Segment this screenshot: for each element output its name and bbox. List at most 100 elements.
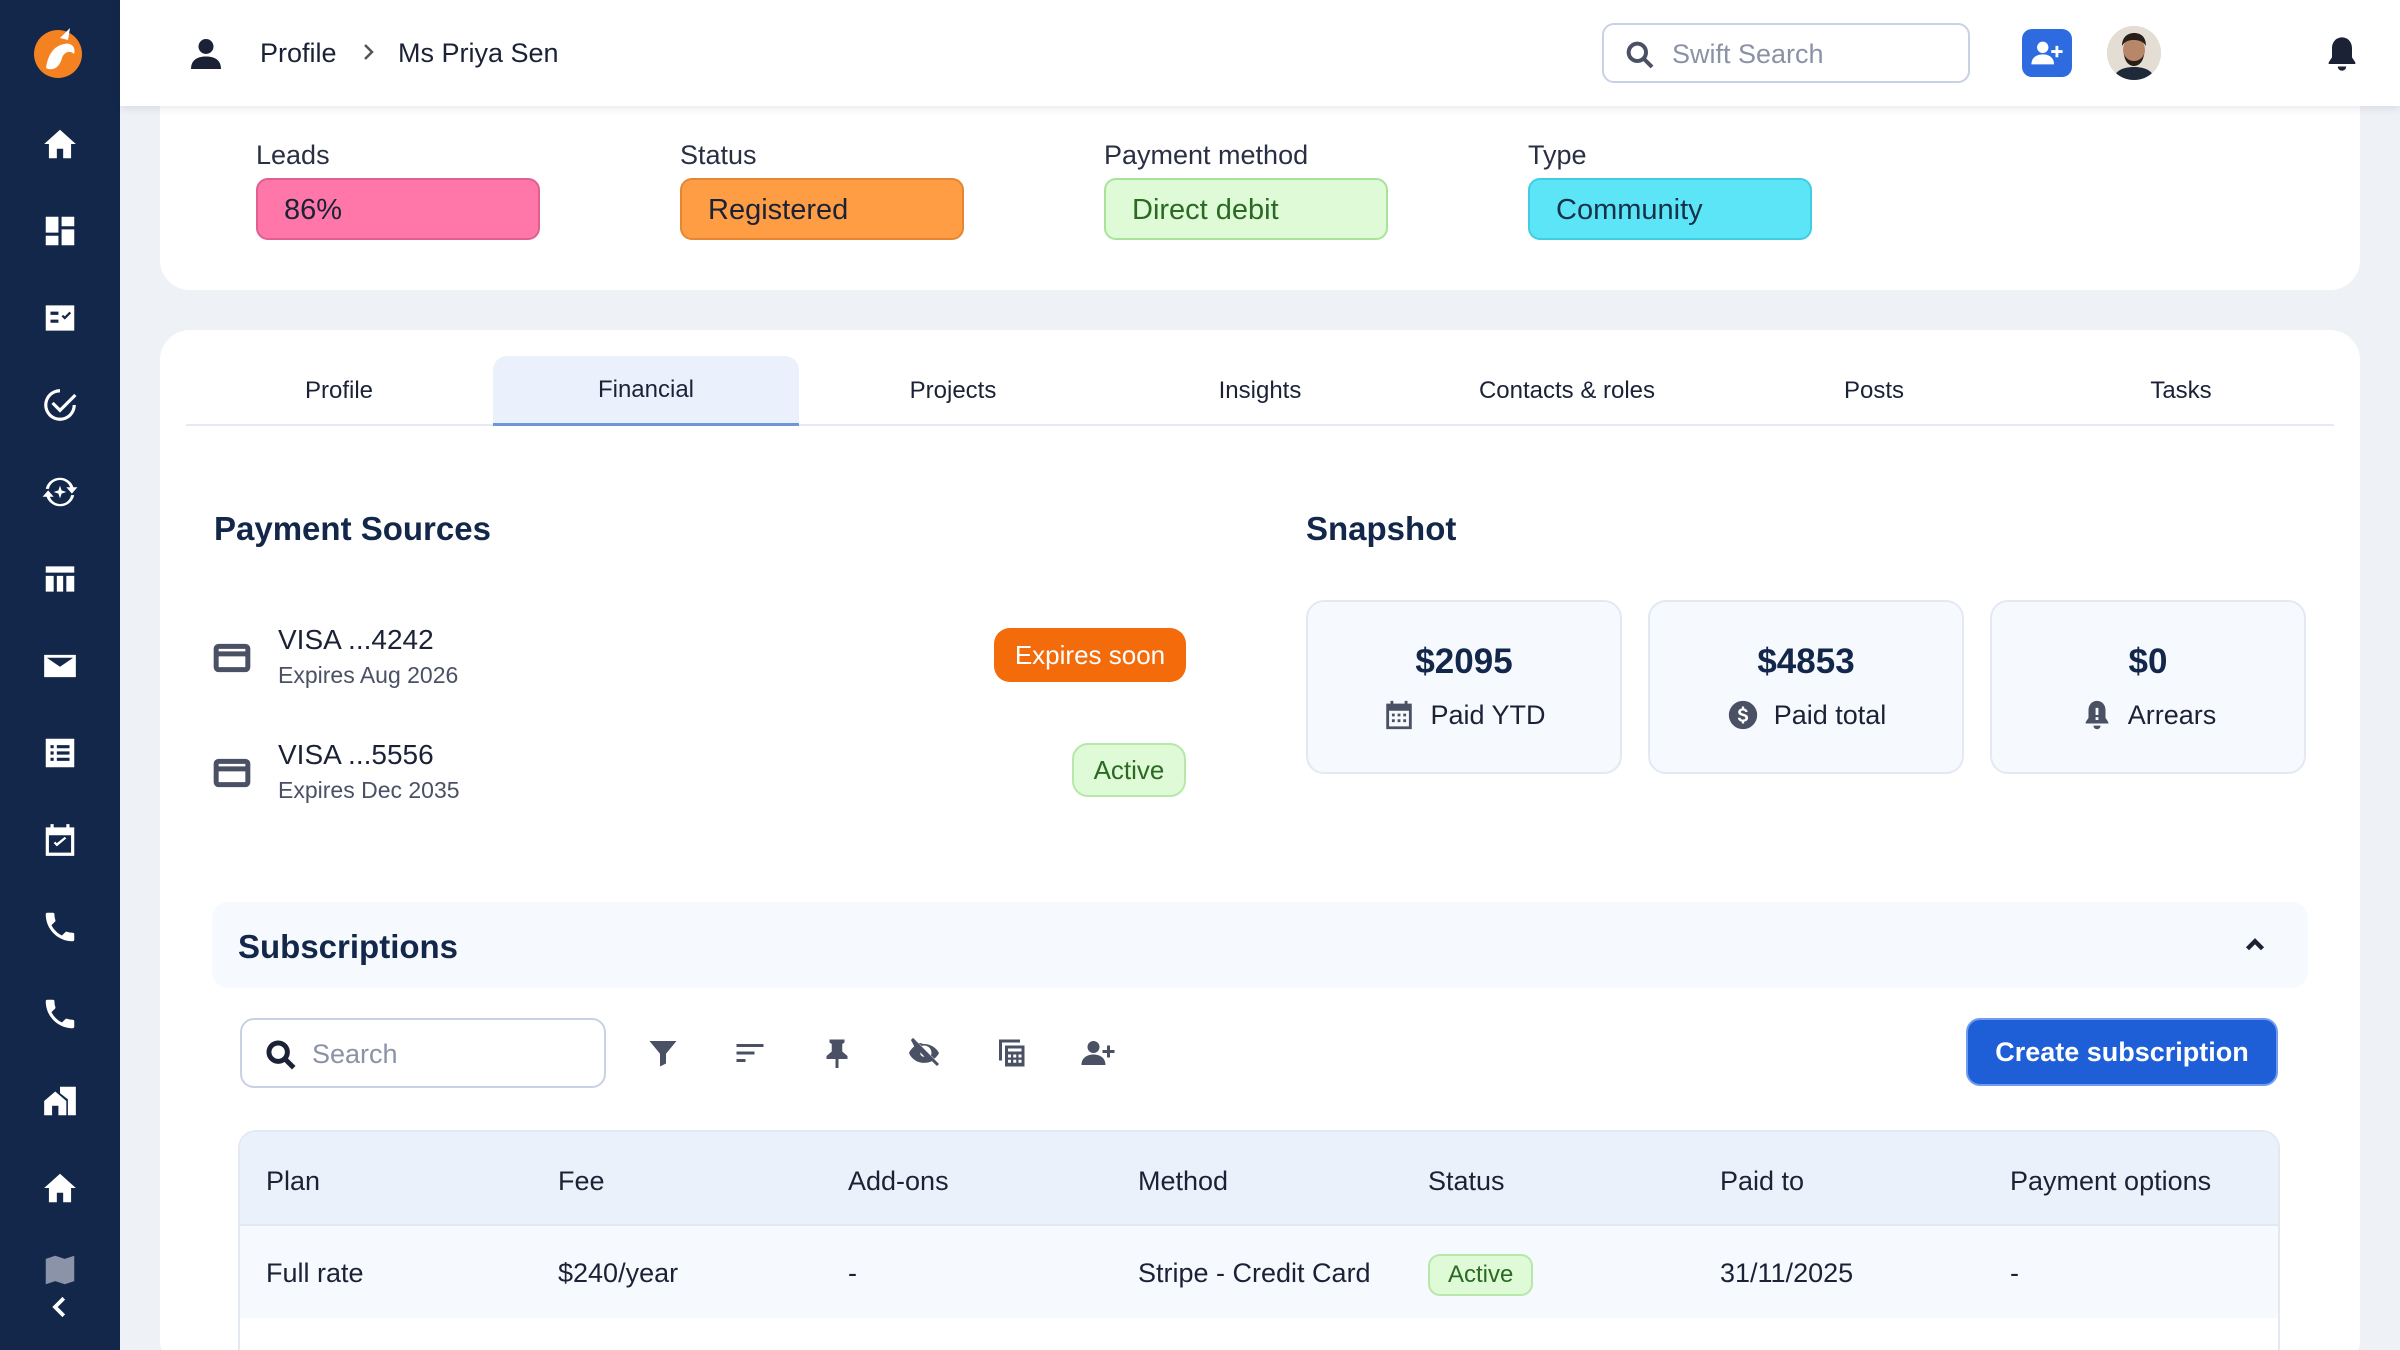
table-header: Plan Fee Add-ons Method Status Paid to P… xyxy=(240,1132,2278,1224)
column-header[interactable]: Status xyxy=(1428,1166,1505,1196)
payment-source-row[interactable]: VISA ...5556 Expires Dec 2035 Active xyxy=(212,739,1212,819)
cell-paid-to: 31/11/2025 xyxy=(1720,1258,1854,1288)
leads-label: Leads xyxy=(256,140,330,170)
filter-icon[interactable] xyxy=(640,1030,686,1076)
snapshot-value: $2095 xyxy=(1415,642,1513,681)
check-circle-icon[interactable] xyxy=(35,380,85,430)
snapshot-title: Snapshot xyxy=(1306,510,1457,547)
subscriptions-header[interactable]: Subscriptions xyxy=(212,902,2308,988)
card-expiry: Expires Aug 2026 xyxy=(278,662,459,688)
swift-search[interactable] xyxy=(1602,23,1970,83)
swift-search-input[interactable] xyxy=(1672,35,1952,73)
cell-plan: Full rate xyxy=(266,1258,364,1288)
cell-addons: - xyxy=(848,1258,857,1288)
search-icon xyxy=(266,1040,296,1070)
tab-insights[interactable]: Insights xyxy=(1218,377,1302,404)
avatar[interactable] xyxy=(2107,26,2161,80)
pin-icon[interactable] xyxy=(814,1030,860,1076)
person-add-icon xyxy=(2031,41,2063,65)
expires-soon-badge: Expires soon xyxy=(994,628,1186,682)
bell-alert-icon xyxy=(2085,700,2109,730)
buildings-icon[interactable] xyxy=(35,1076,85,1126)
collapse-sidebar-icon[interactable] xyxy=(45,1292,75,1322)
financial-card: Profile Financial Projects Insights Cont… xyxy=(160,330,2360,1350)
cell-fee: $240/year xyxy=(558,1258,679,1288)
tab-contacts-roles[interactable]: Contacts & roles xyxy=(1478,377,1656,404)
bell-icon[interactable] xyxy=(2322,34,2362,74)
task-list-icon[interactable] xyxy=(35,293,85,343)
column-header[interactable]: Plan xyxy=(266,1166,321,1196)
create-subscription-button[interactable]: Create subscription xyxy=(1966,1018,2278,1086)
payment-method-chip: Direct debit xyxy=(1104,178,1388,240)
chevron-right-icon xyxy=(356,40,380,64)
cell-method: Stripe - Credit Card xyxy=(1138,1258,1371,1288)
credit-card-icon xyxy=(212,753,252,793)
tab-posts[interactable]: Posts xyxy=(1843,377,1905,404)
payment-sources-title: Payment Sources xyxy=(214,510,491,547)
table-row[interactable]: Full rate $240/year - Stripe - Credit Ca… xyxy=(240,1224,2278,1318)
search-icon xyxy=(1626,41,1654,69)
card-name: VISA ...5556 xyxy=(278,739,434,770)
dollar-icon xyxy=(1728,700,1757,730)
snapshot-label: Paid total xyxy=(1773,699,1887,730)
snapshot-value: $4853 xyxy=(1757,642,1855,681)
dashboard-icon[interactable] xyxy=(35,206,85,256)
status-label: Status xyxy=(680,140,757,170)
calculator-table-icon[interactable] xyxy=(988,1030,1034,1076)
type-label: Type xyxy=(1528,140,1587,170)
home-icon-2[interactable] xyxy=(35,1163,85,1213)
add-contact-button[interactable] xyxy=(2022,29,2072,77)
snapshot-card-arrears: $0 Arrears xyxy=(1990,600,2306,774)
credit-card-icon xyxy=(212,638,252,678)
phone-icon-2[interactable] xyxy=(35,989,85,1039)
sidebar xyxy=(0,0,120,1350)
table-icon[interactable] xyxy=(35,554,85,604)
sort-icon[interactable] xyxy=(727,1030,773,1076)
column-header[interactable]: Method xyxy=(1138,1166,1229,1196)
type-chip: Community xyxy=(1528,178,1812,240)
summary-card: Leads 86% Status Registered Payment meth… xyxy=(160,80,2360,290)
eye-off-icon[interactable] xyxy=(901,1030,947,1076)
column-header[interactable]: Fee xyxy=(558,1166,605,1196)
snapshot-label: Paid YTD xyxy=(1430,699,1546,730)
tab-financial[interactable]: Financial xyxy=(493,356,799,426)
snapshot-value: $0 xyxy=(2128,642,2168,681)
sparkle-sync-icon[interactable] xyxy=(35,467,85,517)
subscriptions-table: Plan Fee Add-ons Method Status Paid to P… xyxy=(238,1130,2280,1350)
tab-projects[interactable]: Projects xyxy=(909,377,997,404)
subscriptions-search[interactable] xyxy=(240,1018,606,1088)
payment-method-label: Payment method xyxy=(1104,140,1309,170)
card-expiry: Expires Dec 2035 xyxy=(278,777,460,803)
payment-source-row[interactable]: VISA ...4242 Expires Aug 2026 Expires so… xyxy=(212,624,1212,704)
column-header[interactable]: Add-ons xyxy=(848,1166,949,1196)
subscriptions-title: Subscriptions xyxy=(238,928,459,965)
person-add-icon[interactable] xyxy=(1075,1030,1121,1076)
list-icon[interactable] xyxy=(35,728,85,778)
home-icon[interactable] xyxy=(35,119,85,169)
chevron-up-icon[interactable] xyxy=(2240,930,2270,960)
active-badge: Active xyxy=(1072,743,1186,797)
tab-profile[interactable]: Profile xyxy=(304,377,374,404)
card-name: VISA ...4242 xyxy=(278,624,434,655)
cell-payment-options: - xyxy=(2010,1258,2019,1288)
status-badge: Active xyxy=(1428,1254,1534,1296)
leads-chip: 86% xyxy=(256,178,540,240)
snapshot-card-paid-total: $4853 Paid total xyxy=(1648,600,1964,774)
phone-icon[interactable] xyxy=(35,902,85,952)
calendar-check-icon[interactable] xyxy=(35,815,85,865)
breadcrumb-current: Ms Priya Sen xyxy=(398,38,559,68)
breadcrumb-profile[interactable]: Profile xyxy=(260,38,337,68)
mail-icon[interactable] xyxy=(35,641,85,691)
top-header: Profile Ms Priya Sen xyxy=(120,0,2400,106)
map-icon[interactable] xyxy=(35,1245,85,1295)
status-chip: Registered xyxy=(680,178,964,240)
app-logo[interactable] xyxy=(30,24,90,84)
tab-tasks[interactable]: Tasks xyxy=(2150,377,2212,404)
calendar-icon xyxy=(1386,700,1413,730)
column-header[interactable]: Paid to xyxy=(1720,1166,1805,1196)
snapshot-card-paid-ytd: $2095 Paid YTD xyxy=(1306,600,1622,774)
column-header[interactable]: Payment options xyxy=(2010,1166,2212,1196)
tab-bar: Profile Financial Projects Insights Cont… xyxy=(186,356,2334,426)
subscriptions-search-input[interactable] xyxy=(312,1034,582,1074)
user-icon xyxy=(186,34,226,74)
